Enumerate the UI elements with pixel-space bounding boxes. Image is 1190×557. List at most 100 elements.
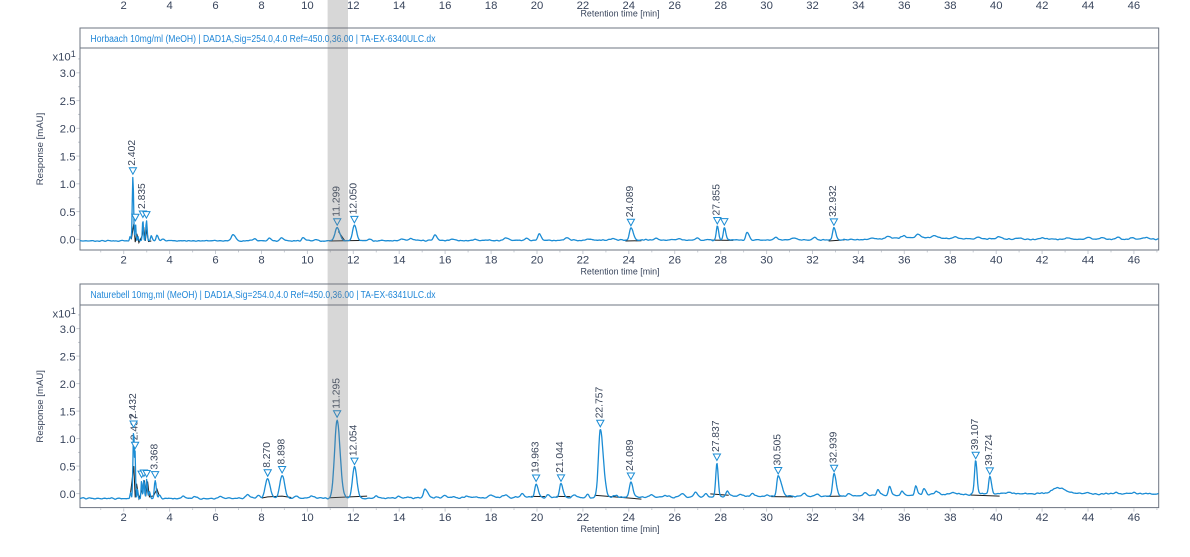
- svg-text:0.5: 0.5: [60, 462, 76, 474]
- svg-text:16: 16: [439, 254, 452, 266]
- svg-text:0.5: 0.5: [60, 207, 76, 219]
- svg-text:42: 42: [1036, 0, 1049, 12]
- svg-text:11.299: 11.299: [331, 186, 342, 217]
- svg-text:6: 6: [212, 0, 218, 12]
- svg-text:36: 36: [898, 0, 911, 12]
- svg-text:30: 30: [760, 254, 773, 266]
- svg-text:36: 36: [898, 512, 911, 524]
- svg-text:8.898: 8.898: [276, 438, 287, 464]
- svg-text:Retention time [min]: Retention time [min]: [581, 524, 660, 535]
- svg-text:32: 32: [806, 0, 819, 12]
- svg-text:10: 10: [301, 512, 314, 524]
- svg-text:46: 46: [1128, 0, 1141, 12]
- svg-text:39.107: 39.107: [970, 418, 981, 450]
- svg-text:2.835: 2.835: [137, 183, 148, 209]
- svg-text:26: 26: [668, 0, 681, 12]
- svg-text:44: 44: [1082, 512, 1095, 524]
- svg-text:40: 40: [990, 0, 1003, 12]
- svg-text:22: 22: [577, 512, 590, 524]
- svg-text:2.5: 2.5: [60, 96, 76, 108]
- svg-text:32.932: 32.932: [828, 185, 839, 217]
- svg-text:34: 34: [852, 254, 865, 266]
- svg-text:8: 8: [258, 512, 264, 524]
- svg-text:2.5: 2.5: [60, 352, 76, 364]
- svg-text:30.505: 30.505: [772, 434, 783, 466]
- svg-text:Retention time [min]: Retention time [min]: [581, 9, 660, 20]
- svg-text:18: 18: [485, 254, 498, 266]
- svg-text:2: 2: [121, 0, 127, 12]
- svg-text:26: 26: [668, 254, 681, 266]
- svg-text:3.0: 3.0: [60, 68, 76, 80]
- svg-text:34: 34: [852, 512, 865, 524]
- svg-text:12.050: 12.050: [349, 183, 360, 215]
- svg-text:2: 2: [121, 254, 127, 266]
- svg-text:1.0: 1.0: [60, 179, 76, 191]
- svg-text:38: 38: [944, 512, 957, 524]
- svg-text:46: 46: [1128, 512, 1141, 524]
- svg-text:20: 20: [531, 0, 544, 12]
- svg-text:27.855: 27.855: [712, 184, 723, 216]
- svg-text:20: 20: [531, 254, 544, 266]
- svg-text:2.432: 2.432: [128, 393, 139, 419]
- svg-text:1.0: 1.0: [60, 434, 76, 446]
- svg-text:14: 14: [393, 254, 406, 266]
- svg-text:36: 36: [898, 254, 911, 266]
- svg-text:38: 38: [944, 0, 957, 12]
- svg-text:2.0: 2.0: [60, 124, 76, 136]
- svg-text:1.5: 1.5: [60, 152, 76, 164]
- svg-text:18: 18: [485, 512, 498, 524]
- svg-text:4: 4: [166, 254, 172, 266]
- svg-text:1.5: 1.5: [60, 407, 76, 419]
- svg-text:0.0: 0.0: [60, 235, 76, 247]
- svg-text:42: 42: [1036, 512, 1049, 524]
- svg-text:12: 12: [347, 0, 360, 12]
- svg-text:39.724: 39.724: [984, 434, 995, 466]
- svg-text:22: 22: [577, 0, 590, 12]
- svg-text:2.0: 2.0: [60, 379, 76, 391]
- svg-text:1: 1: [71, 49, 76, 59]
- svg-text:Response [mAU]: Response [mAU]: [35, 113, 46, 186]
- svg-text:8: 8: [258, 254, 264, 266]
- svg-text:12: 12: [347, 512, 360, 524]
- svg-text:6: 6: [212, 512, 218, 524]
- svg-text:24: 24: [623, 512, 636, 524]
- svg-text:11.295: 11.295: [331, 378, 342, 409]
- svg-text:26: 26: [668, 512, 681, 524]
- svg-text:16: 16: [439, 512, 452, 524]
- svg-text:22: 22: [577, 254, 590, 266]
- svg-text:Retention time [min]: Retention time [min]: [581, 266, 660, 277]
- svg-text:28: 28: [714, 254, 727, 266]
- svg-text:Naturebell 10mg,ml (MeOH) | DA: Naturebell 10mg,ml (MeOH) | DAD1A,Sig=25…: [91, 290, 436, 301]
- svg-text:2.497: 2.497: [129, 414, 140, 440]
- svg-text:40: 40: [990, 512, 1003, 524]
- svg-text:3.0: 3.0: [60, 324, 76, 336]
- svg-text:24: 24: [623, 0, 636, 12]
- svg-text:30: 30: [760, 0, 773, 12]
- svg-text:28: 28: [714, 512, 727, 524]
- svg-text:30: 30: [760, 512, 773, 524]
- svg-text:46: 46: [1128, 254, 1141, 266]
- svg-text:21.044: 21.044: [555, 441, 566, 473]
- svg-text:12.054: 12.054: [349, 424, 360, 456]
- svg-text:2.402: 2.402: [127, 140, 138, 166]
- svg-text:3.368: 3.368: [149, 444, 160, 470]
- svg-text:27.837: 27.837: [711, 420, 722, 452]
- svg-text:32.939: 32.939: [828, 431, 839, 463]
- svg-text:10: 10: [301, 254, 314, 266]
- svg-text:8: 8: [258, 0, 264, 12]
- svg-text:28: 28: [714, 0, 727, 12]
- svg-text:18: 18: [485, 0, 498, 12]
- svg-text:4: 4: [166, 0, 172, 12]
- svg-text:24.089: 24.089: [625, 186, 636, 218]
- svg-text:Horbaach 10mg/ml (MeOH) | DAD1: Horbaach 10mg/ml (MeOH) | DAD1A,Sig=254.…: [91, 34, 436, 45]
- svg-text:8.270: 8.270: [262, 442, 273, 468]
- svg-text:44: 44: [1082, 0, 1095, 12]
- svg-text:38: 38: [944, 254, 957, 266]
- svg-text:12: 12: [347, 254, 360, 266]
- svg-text:20: 20: [531, 512, 544, 524]
- svg-text:x10: x10: [53, 52, 71, 64]
- svg-text:42: 42: [1036, 254, 1049, 266]
- svg-text:24: 24: [623, 254, 636, 266]
- svg-text:10: 10: [301, 0, 314, 12]
- svg-text:44: 44: [1082, 254, 1095, 266]
